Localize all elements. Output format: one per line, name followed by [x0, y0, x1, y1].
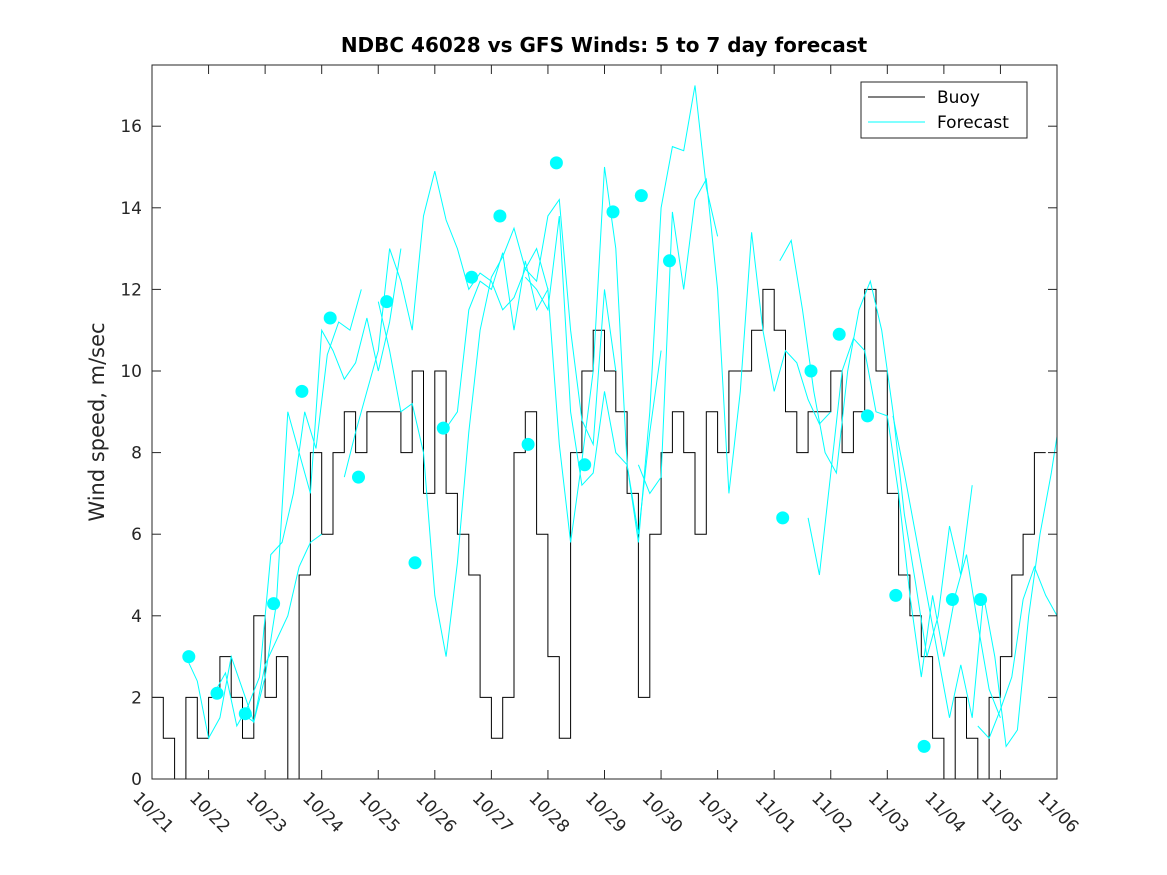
forecast-marker-19 [804, 364, 818, 378]
forecast-line-3 [343, 170, 549, 478]
legend-box [860, 81, 1028, 139]
legend-label-buoy: Buoy [937, 88, 980, 108]
forecast-line-5 [445, 166, 662, 543]
forecast-marker-20 [832, 327, 846, 341]
forecast-marker-4 [295, 384, 309, 398]
chart-title: NDBC 46028 vs GFS Winds: 5 to 7 day fore… [341, 33, 868, 57]
forecast-marker-22 [889, 588, 903, 602]
y-tick-label: 2 [131, 688, 142, 708]
legend: Buoy Forecast [860, 81, 1028, 139]
y-tick-label: 16 [120, 117, 142, 137]
forecast-marker-7 [380, 295, 394, 309]
legend-label-forecast: Forecast [937, 113, 1009, 133]
forecast-line-11 [977, 565, 1057, 740]
forecast-marker-2 [238, 707, 252, 721]
forecast-marker-6 [352, 470, 365, 484]
forecast-marker-17 [663, 254, 676, 268]
forecast-line-8 [779, 238, 973, 657]
forecast-marker-0 [182, 650, 196, 664]
forecast-marker-8 [408, 556, 422, 570]
forecast-marker-1 [210, 686, 224, 700]
forecast-line-6 [524, 85, 719, 543]
y-tick-label: 14 [120, 199, 142, 219]
forecast-marker-23 [917, 739, 931, 753]
forecast-marker-21 [861, 409, 874, 423]
forecast-marker-13 [549, 156, 563, 170]
y-tick-label: 0 [131, 770, 142, 790]
forecast-marker-16 [634, 189, 648, 203]
forecast-line-2 [242, 248, 402, 723]
forecast-marker-12 [521, 437, 535, 451]
forecast-marker-25 [974, 593, 988, 606]
forecast-marker-9 [436, 421, 450, 435]
forecast-marker-5 [323, 311, 337, 325]
y-tick-label: 10 [120, 362, 142, 382]
y-tick-label: 6 [131, 525, 142, 545]
y-tick-label: 4 [131, 607, 142, 627]
forecast-marker-10 [465, 270, 479, 284]
y-tick-label: 8 [131, 444, 142, 464]
forecast-line-1 [213, 289, 362, 728]
y-tick-label: 12 [120, 280, 142, 300]
y-axis-label: Wind speed, m/sec [85, 322, 109, 521]
forecast-marker-24 [945, 593, 959, 606]
forecast-line-9 [807, 337, 1001, 718]
buoy-series-line [152, 288, 1046, 779]
forecast-marker-15 [606, 205, 620, 219]
forecast-marker-3 [267, 597, 281, 611]
forecast-marker-18 [776, 511, 790, 525]
forecast-marker-11 [493, 209, 507, 223]
forecast-line-10 [892, 415, 1057, 748]
forecast-line-4 [377, 198, 617, 657]
forecast-marker-14 [578, 458, 592, 472]
